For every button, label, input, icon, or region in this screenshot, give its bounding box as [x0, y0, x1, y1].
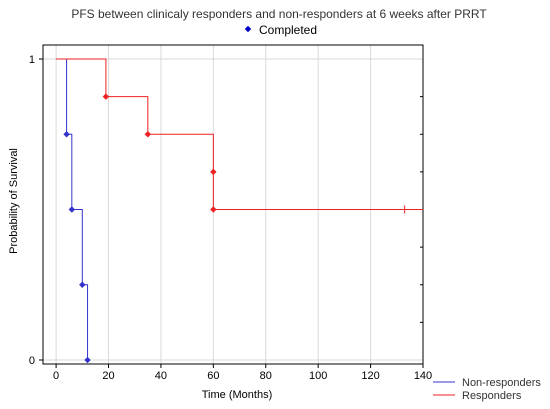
- series-layer: [56, 58, 423, 364]
- event-marker: [68, 206, 76, 213]
- x-tick-labels: 0 20 40 60 80 100 120 140: [53, 364, 432, 382]
- x-tick-label: 0: [53, 370, 59, 382]
- x-axis-label: Time (Months): [202, 389, 273, 401]
- series-responders: [56, 58, 423, 214]
- x-tick-label: 80: [260, 370, 272, 382]
- chart-title: PFS between clinicaly responders and non…: [71, 7, 487, 21]
- bottom-legend: Non-responders Responders: [433, 377, 541, 402]
- grid: [43, 45, 423, 364]
- x-tick-label: 20: [102, 370, 114, 382]
- y-tick-labels: 01: [29, 54, 43, 367]
- completed-marker-icon: [244, 25, 252, 33]
- event-marker: [84, 356, 91, 364]
- top-legend: Completed: [244, 23, 317, 37]
- legend-label-responders: Responders: [462, 390, 522, 402]
- y-tick-label: 0: [29, 355, 35, 367]
- plot-frame: [42, 44, 424, 365]
- x-tick-label: 60: [207, 370, 219, 382]
- event-marker: [79, 281, 86, 288]
- x-tick-label: 120: [361, 370, 379, 382]
- x-tick-label: 40: [155, 370, 167, 382]
- y-tick-label: 1: [29, 54, 35, 66]
- legend-label-non-responders: Non-responders: [462, 377, 541, 389]
- x-tick-label: 100: [309, 370, 327, 382]
- x-tick-label: 140: [414, 370, 432, 382]
- event-marker: [144, 131, 152, 138]
- series-line-responders: [56, 58, 423, 210]
- series-non-responders: [56, 58, 91, 364]
- event-marker: [102, 93, 110, 100]
- event-marker: [63, 131, 70, 138]
- y-axis-label: Probability of Survival: [8, 148, 20, 254]
- completed-legend-label: Completed: [259, 23, 317, 37]
- event-marker: [210, 168, 217, 176]
- event-marker: [210, 206, 217, 213]
